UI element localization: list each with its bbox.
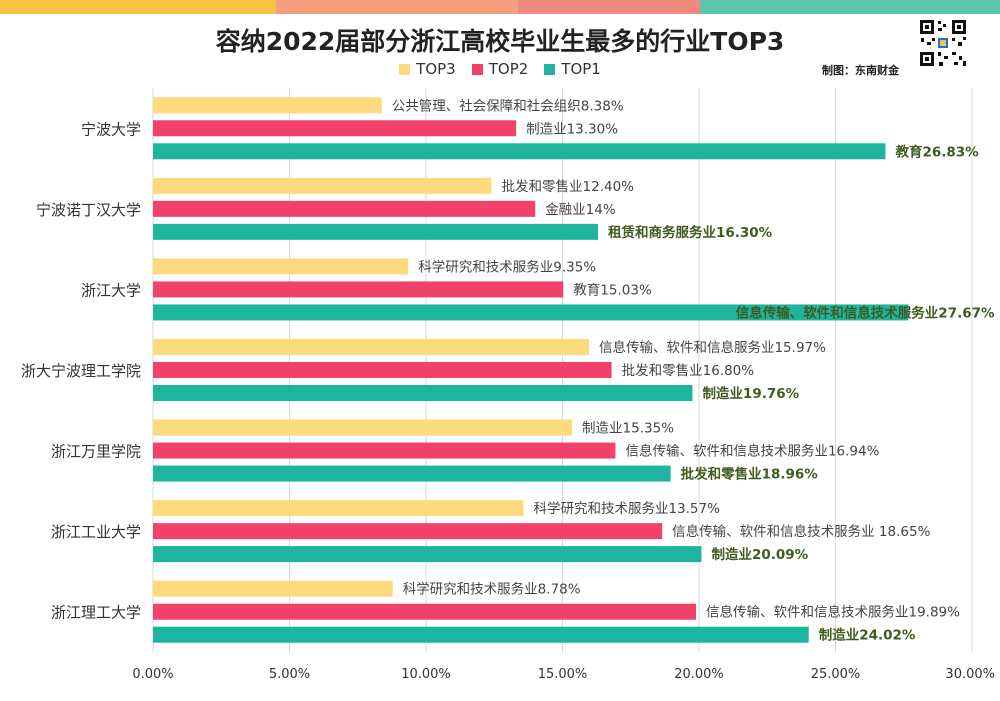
category-label: 浙江万里学院 [51,443,141,461]
bar-top1 [153,465,671,482]
stripe-orange [276,0,518,14]
x-tick-label: 10.00% [401,667,451,682]
bar-top2 [153,603,696,620]
bar-top1 [153,546,702,563]
category-label: 宁波大学 [81,120,141,138]
stripe-coral [518,0,700,14]
data-label-top2: 制造业13.30% [526,121,618,137]
bar-top1 [153,304,909,321]
bar-top3 [153,339,589,355]
category-label: 宁波诺丁汉大学 [36,201,141,219]
x-tick-label: 0.00% [132,667,173,682]
chart-title: 容纳2022届部分浙江高校毕业生最多的行业TOP3 [215,27,785,56]
data-label-top3: 科学研究和技术服务业8.78% [403,582,581,598]
bar-top3 [153,419,573,436]
category-label: 浙大宁波理工学院 [21,362,141,380]
legend-label-top2: TOP2 [488,60,529,78]
data-label-top1: 租赁和商务服务业16.30% [608,224,773,241]
legend-swatch-top1 [544,63,556,75]
data-label-top2: 信息传输、软件和信息技术服务业 18.65% [672,523,930,540]
bar-top3 [153,97,382,114]
x-tick-label: 15.00% [538,667,588,682]
bar-top2 [153,362,612,378]
legend-item-top2: TOP2 [471,60,529,78]
legend: TOP3 TOP2 TOP1 [0,60,1000,78]
category-label: 浙江大学 [81,281,141,299]
legend-label-top3: TOP3 [416,60,456,78]
bar-top2 [153,120,517,137]
category-label: 浙江工业大学 [51,523,141,541]
category-label: 浙江理工大学 [51,604,141,622]
bar-top3 [153,580,393,597]
x-tick-label: 30.00% [945,667,995,682]
legend-swatch-top2 [471,63,483,75]
data-label-top1: 批发和零售业18.96% [681,466,819,483]
top-color-stripe [0,0,1000,14]
data-label-top3: 科学研究和技术服务业13.57% [533,501,720,517]
bar-top1 [153,626,809,643]
legend-swatch-top3 [399,63,411,75]
bar-top2 [153,523,663,540]
data-label-top2: 金融业14% [545,202,616,218]
legend-label-top1: TOP1 [561,60,601,78]
data-label-top1: 制造业24.02% [819,627,916,644]
bar-top3 [153,500,524,517]
data-label-top2: 教育15.03% [573,282,652,298]
data-label-top1: 制造业19.76% [702,385,799,402]
bar-top2 [153,200,536,217]
bar-top2 [153,442,616,459]
stripe-teal [700,0,1000,14]
bar-top3 [153,258,409,275]
data-label-top1: 信息传输、软件和信息技术服务业27.67% [736,304,995,321]
data-label-top2: 信息传输、软件和信息技术服务业19.89% [706,604,960,621]
qr-code-icon [918,18,968,68]
x-tick-label: 20.00% [674,667,724,682]
data-label-top3: 信息传输、软件和信息服务业15.97% [599,339,826,356]
data-label-top3: 公共管理、社会保障和社会组织8.38% [392,98,624,114]
bar-top1 [153,223,598,240]
data-label-top2: 批发和零售业16.80% [622,363,755,379]
data-label-top3: 制造业15.35% [582,421,674,437]
x-tick-label: 5.00% [269,667,310,682]
bar-top1 [153,385,693,401]
stripe-yellow [0,0,276,14]
data-label-top2: 信息传输、软件和信息技术服务业16.94% [625,443,879,460]
data-label-top1: 制造业20.09% [711,546,808,563]
chart-credit: 制图：东南财金 [822,64,899,77]
data-label-top3: 科学研究和技术服务业9.35% [418,259,596,275]
legend-item-top1: TOP1 [544,60,601,78]
data-label-top1: 教育26.83% [895,143,979,160]
bar-top3 [153,177,492,194]
x-tick-label: 25.00% [811,667,861,682]
data-label-top3: 批发和零售业12.40% [502,179,635,195]
bar-top1 [153,143,886,160]
bar-top2 [153,281,564,298]
legend-item-top3: TOP3 [399,60,456,78]
